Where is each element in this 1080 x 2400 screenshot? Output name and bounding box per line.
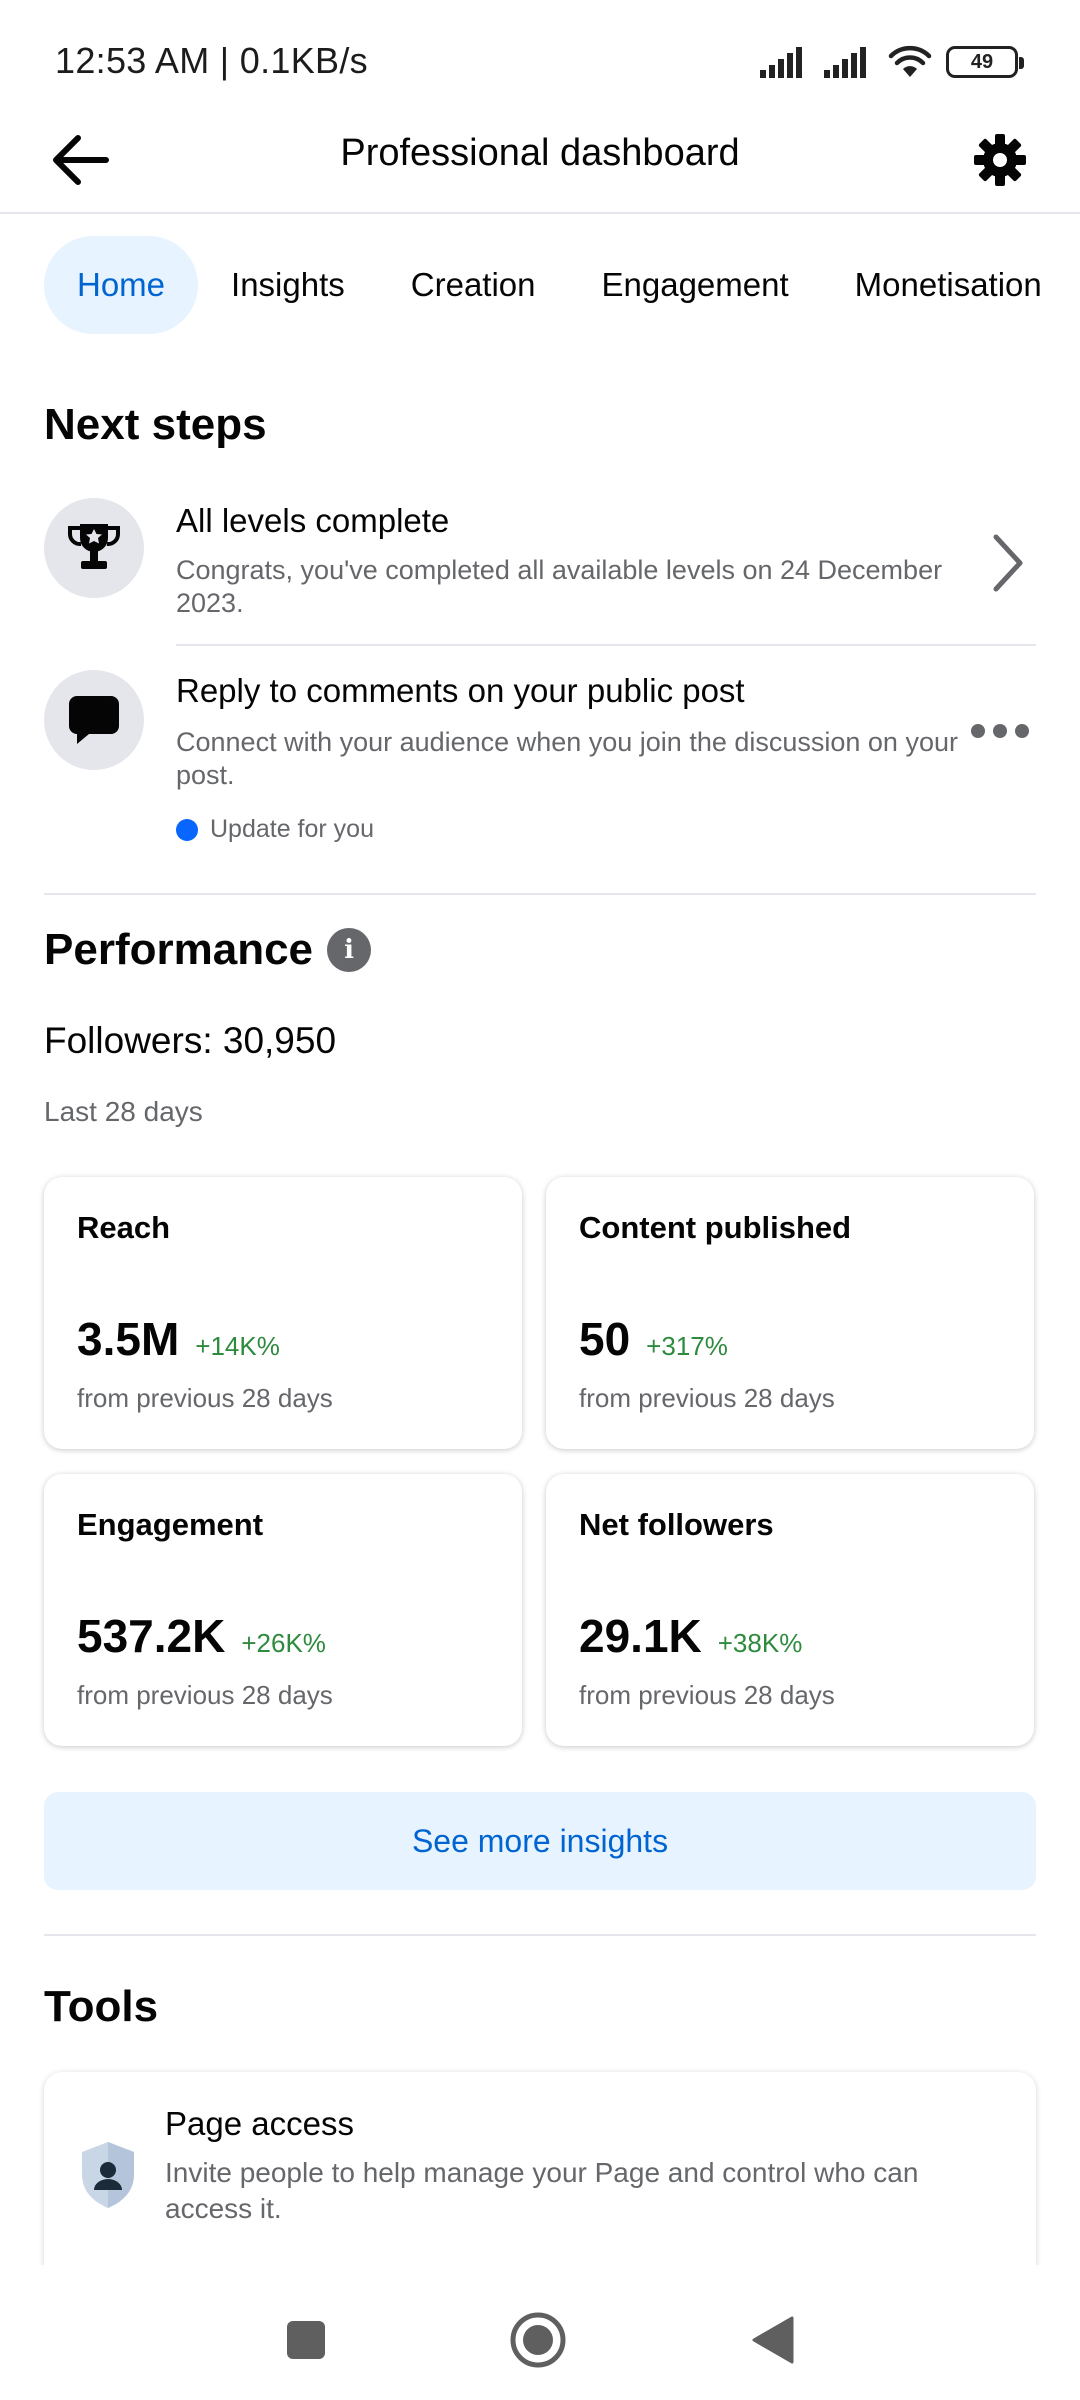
metric-title: Net followers bbox=[579, 1507, 774, 1542]
app-header: Professional dashboard bbox=[0, 120, 1080, 214]
tool-title: Page access bbox=[165, 2105, 354, 2142]
metric-title: Engagement bbox=[77, 1507, 264, 1542]
step-description: Connect with your audience when you join… bbox=[176, 727, 958, 790]
comment-icon-wrap bbox=[44, 670, 144, 770]
back-nav-button[interactable] bbox=[738, 2305, 808, 2375]
next-steps-title: Next steps bbox=[44, 400, 267, 449]
metric-change: +14K% bbox=[195, 1331, 280, 1361]
metric-card-engagement[interactable]: Engagement 537.2K +26K% from previous 28… bbox=[44, 1474, 522, 1746]
metric-title: Content published bbox=[579, 1210, 852, 1245]
tools-title: Tools bbox=[44, 1982, 159, 2031]
metric-subtitle: from previous 28 days bbox=[77, 1383, 333, 1413]
step-description: Congrats, you've completed all available… bbox=[176, 555, 943, 618]
section-divider bbox=[44, 1934, 1036, 1936]
tab-insights[interactable]: Insights bbox=[231, 266, 345, 303]
trophy-icon bbox=[67, 524, 121, 569]
recent-apps-button[interactable] bbox=[271, 2305, 341, 2375]
metric-value-row: 50 +317% bbox=[579, 1312, 728, 1366]
step-title: All levels complete bbox=[176, 502, 450, 539]
status-time: 12:53 AM | 0.1KB/s bbox=[55, 40, 368, 81]
tab-creation[interactable]: Creation bbox=[410, 266, 536, 303]
more-horizontal-icon bbox=[971, 724, 1029, 738]
comment-icon bbox=[69, 696, 119, 744]
see-more-insights-button[interactable]: See more insights bbox=[44, 1792, 1036, 1890]
system-nav-bar bbox=[0, 2265, 1080, 2400]
update-badge-label: Update for you bbox=[210, 815, 374, 843]
metric-change: +317% bbox=[646, 1331, 728, 1361]
tool-item-page-access[interactable]: Page access Invite people to help manage… bbox=[44, 2072, 1036, 2272]
step-item-reply[interactable]: Reply to comments on your public post Co… bbox=[44, 668, 1036, 858]
metric-change: +38K% bbox=[717, 1628, 803, 1658]
metric-card-content-published[interactable]: Content published 50 +317% from previous… bbox=[546, 1177, 1034, 1449]
trophy-icon-wrap bbox=[44, 498, 144, 598]
status-icons: 49 bbox=[760, 44, 1024, 80]
square-icon bbox=[287, 2321, 325, 2359]
info-icon[interactable]: i bbox=[327, 928, 372, 972]
back-button[interactable] bbox=[40, 120, 120, 200]
metric-value-row: 29.1K +38K% bbox=[579, 1609, 802, 1663]
tool-description: Invite people to help manage your Page a… bbox=[165, 2157, 919, 2224]
tab-engagement[interactable]: Engagement bbox=[601, 266, 789, 303]
page-title: Professional dashboard bbox=[340, 132, 740, 174]
tab-bar: Home Insights Creation Engagement Moneti… bbox=[44, 236, 1075, 334]
chevron-right-icon[interactable] bbox=[990, 533, 1026, 598]
circle-icon bbox=[510, 2312, 566, 2368]
metric-title: Reach bbox=[77, 1210, 171, 1245]
metric-card-reach[interactable]: Reach 3.5M +14K% from previous 28 days bbox=[44, 1177, 522, 1449]
battery-level: 49 bbox=[970, 50, 994, 73]
signal-icon bbox=[824, 47, 866, 78]
period-label: Last 28 days bbox=[44, 1096, 203, 1127]
blue-dot-icon bbox=[176, 818, 198, 841]
metric-value: 3.5M bbox=[77, 1313, 180, 1365]
metric-change: +26K% bbox=[241, 1628, 326, 1658]
performance-header: Performance i bbox=[44, 925, 372, 975]
more-options-button[interactable] bbox=[970, 723, 1030, 744]
shield-person-icon bbox=[82, 2142, 134, 2208]
metric-value-row: 3.5M +14K% bbox=[77, 1312, 280, 1366]
section-divider bbox=[44, 893, 1036, 895]
step-item-levels[interactable]: All levels complete Congrats, you've com… bbox=[44, 498, 1036, 646]
battery-icon: 49 bbox=[946, 46, 1024, 78]
home-button[interactable] bbox=[503, 2305, 573, 2375]
tab-home[interactable]: Home bbox=[44, 236, 199, 334]
step-title: Reply to comments on your public post bbox=[176, 672, 745, 709]
status-bar: 12:53 AM | 0.1KB/s 49 bbox=[0, 0, 1080, 120]
step-divider bbox=[176, 644, 1036, 646]
metric-subtitle: from previous 28 days bbox=[579, 1383, 835, 1413]
metric-subtitle: from previous 28 days bbox=[579, 1680, 835, 1710]
tab-monetisation[interactable]: Monetisation bbox=[854, 266, 1042, 303]
performance-title: Performance bbox=[44, 925, 314, 974]
followers-count: Followers: 30,950 bbox=[44, 1020, 337, 1061]
metric-value: 537.2K bbox=[77, 1610, 226, 1662]
arrow-left-icon bbox=[53, 135, 109, 185]
update-badge: Update for you bbox=[176, 815, 374, 844]
triangle-back-icon bbox=[752, 2316, 794, 2364]
metric-value-row: 537.2K +26K% bbox=[77, 1609, 326, 1663]
gear-icon bbox=[974, 134, 1026, 186]
signal-icon bbox=[760, 47, 802, 78]
metric-value: 29.1K bbox=[579, 1610, 702, 1662]
settings-button[interactable] bbox=[960, 120, 1040, 200]
metric-value: 50 bbox=[579, 1313, 631, 1365]
metric-card-net-followers[interactable]: Net followers 29.1K +38K% from previous … bbox=[546, 1474, 1034, 1746]
wifi-icon bbox=[888, 45, 932, 77]
metric-subtitle: from previous 28 days bbox=[77, 1680, 333, 1710]
